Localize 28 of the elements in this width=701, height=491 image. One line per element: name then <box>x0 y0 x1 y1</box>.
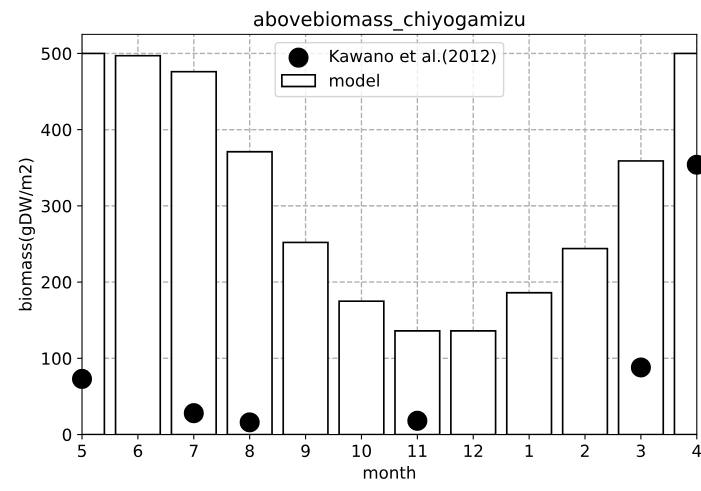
point <box>72 368 92 389</box>
x-tick-label: 11 <box>408 444 426 457</box>
x-tick-label: 3 <box>636 444 645 458</box>
y-tick-label: 300 <box>42 200 72 212</box>
x-tick-label: 12 <box>464 444 482 457</box>
x-tick-label: 4 <box>692 444 701 457</box>
x-tick-label: 9 <box>301 444 310 458</box>
legend-label: model <box>330 74 379 87</box>
legend-label: Kawano et al.(2012) <box>330 49 496 64</box>
x-tick-label: 6 <box>134 444 142 458</box>
x-tick-label: 2 <box>580 444 589 457</box>
x-tick-label: 7 <box>190 444 198 457</box>
point <box>630 357 651 378</box>
y-tick-label: 400 <box>41 124 72 136</box>
point <box>184 403 204 424</box>
x-axis-title: month <box>364 466 416 479</box>
x-tick-label: 5 <box>78 444 86 458</box>
y-axis-title: biomass(gDW/m2) <box>18 158 35 310</box>
x-tick-label: 8 <box>246 444 254 458</box>
y-tick-label: 100 <box>42 352 72 365</box>
point <box>407 410 428 431</box>
point <box>240 412 260 432</box>
x-tick-label: 1 <box>526 444 533 457</box>
chart-title: abovebiomass_chiyogamizu <box>254 11 524 31</box>
y-tick-label: 0 <box>62 428 72 442</box>
x-tick-label: 10 <box>352 444 371 458</box>
y-tick-label: 200 <box>42 276 72 289</box>
y-tick-label: 500 <box>42 47 72 60</box>
